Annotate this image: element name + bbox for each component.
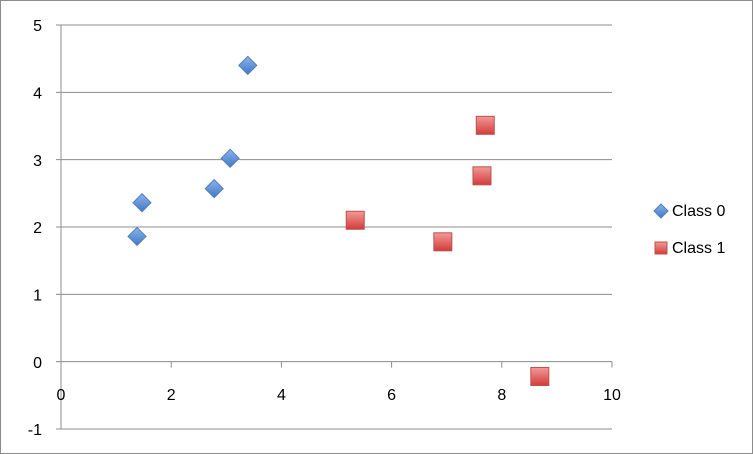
point	[132, 193, 152, 213]
x-tick-label: 6	[387, 387, 396, 404]
y-tick-label: -1	[28, 422, 42, 439]
point	[127, 226, 147, 247]
y-tick-label: 2	[33, 220, 42, 237]
y-tick-label: 3	[33, 153, 42, 170]
x-tick-label: 0	[57, 387, 66, 404]
legend-label: Class 1	[672, 240, 725, 257]
point	[238, 55, 258, 76]
x-tick-label: 8	[497, 387, 506, 404]
legend-label: Class 0	[672, 203, 725, 220]
y-tick-label: 0	[33, 355, 42, 372]
x-tick-label: 10	[603, 387, 621, 404]
point	[220, 148, 240, 169]
y-tick-label: 5	[33, 18, 42, 35]
x-tick-label: 4	[277, 387, 286, 404]
point	[475, 115, 495, 135]
point	[472, 166, 492, 186]
legend-marker	[653, 203, 669, 219]
point	[204, 178, 224, 199]
point	[345, 210, 365, 230]
legend-marker	[654, 241, 668, 255]
point	[433, 232, 453, 252]
y-tick-label: 4	[33, 86, 42, 103]
x-tick-label: 2	[167, 387, 176, 404]
y-tick-label: 1	[33, 288, 42, 305]
point	[530, 366, 550, 386]
